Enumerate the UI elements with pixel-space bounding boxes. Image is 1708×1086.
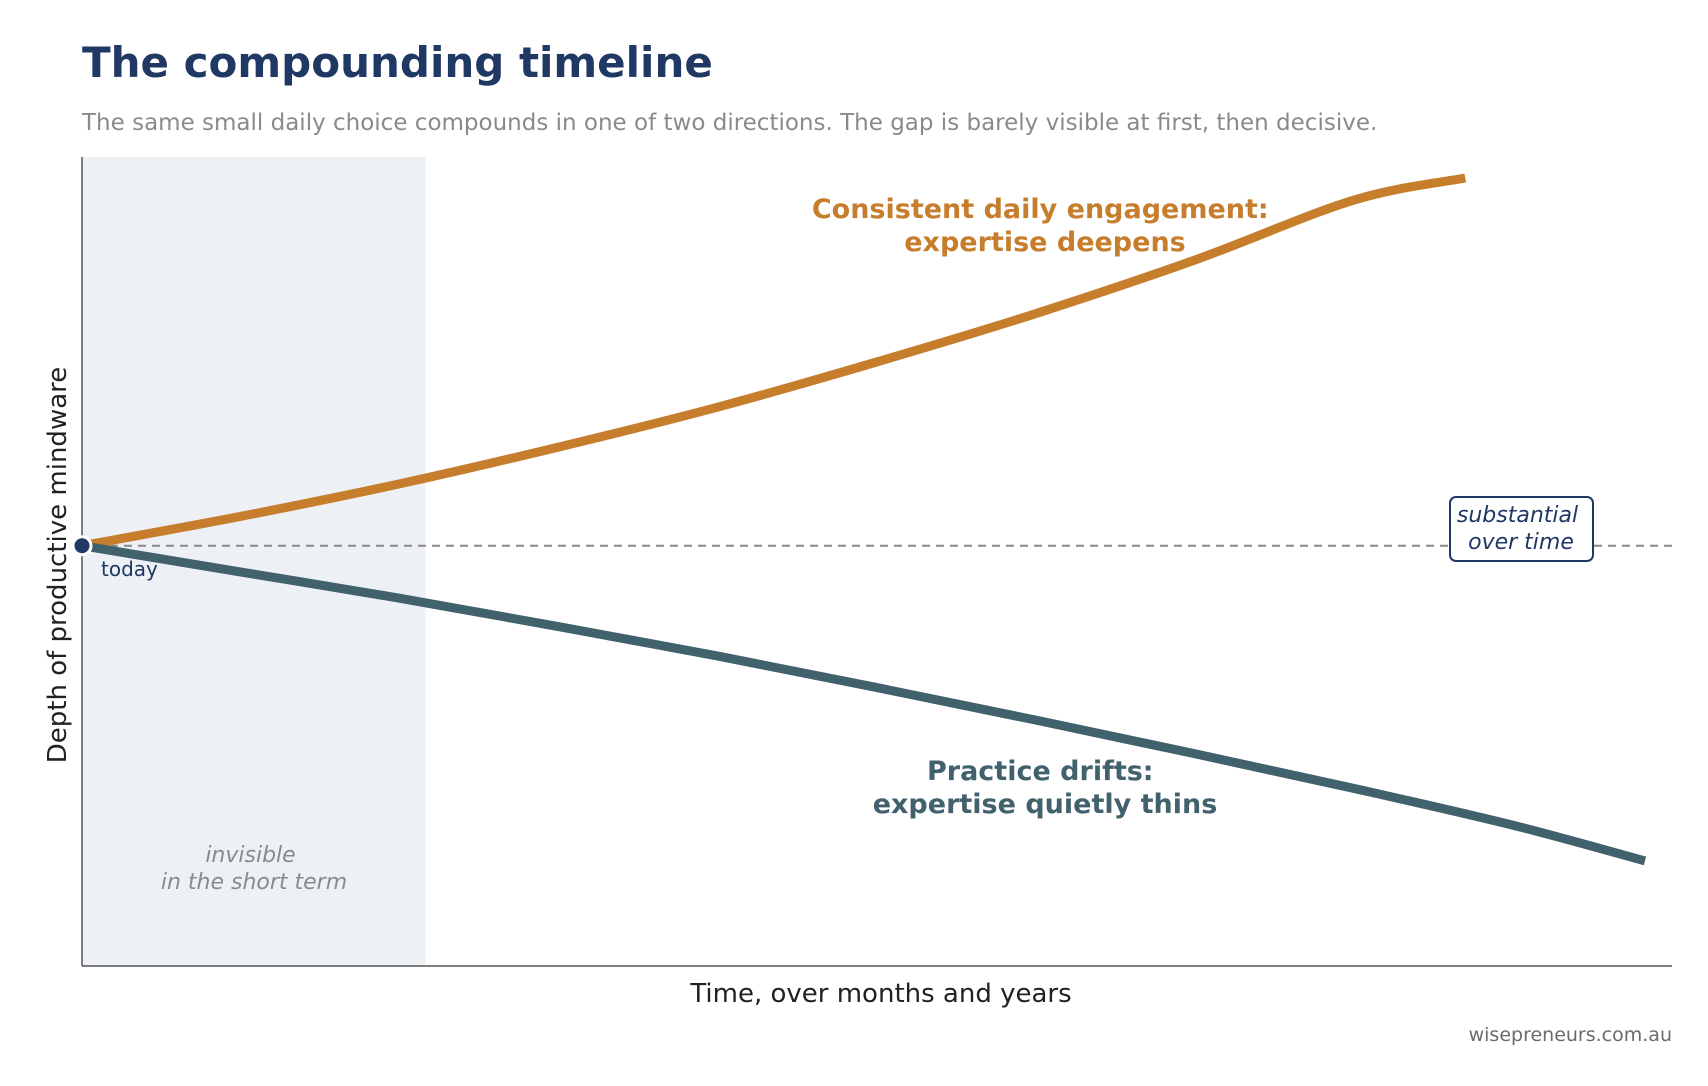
short-term-label: invisible in the short term [161,843,347,895]
short-term-label-line-2: in the short term [161,870,347,895]
engagement-series-line [81,173,1467,551]
callout-box [1449,496,1594,562]
chart-title: The compounding timeline [82,38,713,87]
drift-series-line [81,541,1647,866]
drift-label-line-1: Practice drifts: [927,756,1154,787]
engagement-label-line-2: expertise deepens [904,227,1186,258]
drift-series-label: Practice drifts: expertise quietly thins [873,756,1218,820]
series-layer [81,173,1647,866]
engagement-series-label: Consistent daily engagement: expertise d… [812,194,1278,258]
engagement-label-line-1: Consistent daily engagement: [812,194,1269,225]
today-label: today [101,557,158,581]
substantial-over-time-callout: substantial over time [1449,496,1594,562]
short-term-label-line-1: invisible [205,843,295,868]
y-axis-label: Depth of productive mindware [43,367,73,764]
drift-label-line-2: expertise quietly thins [873,789,1218,820]
callout-line-2: over time [1468,530,1574,555]
short-term-shaded-region [82,157,426,966]
chart-subtitle: The same small daily choice compounds in… [82,110,1378,136]
today-marker [71,535,93,557]
callout-text: substantial over time [1457,503,1585,555]
callout-line-1: substantial [1457,503,1578,528]
site-credit: wisepreneurs.com.au [1468,1024,1672,1046]
x-axis-label: Time, over months and years [689,979,1071,1009]
